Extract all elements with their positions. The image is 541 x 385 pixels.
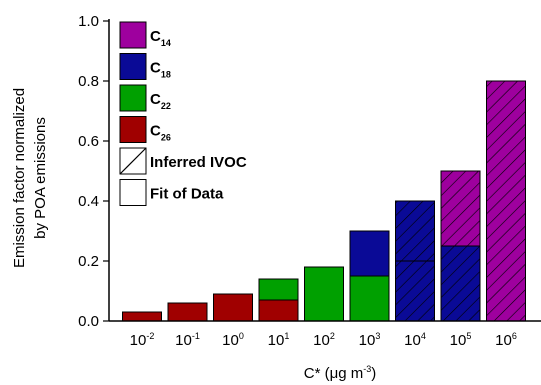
y-tick-label-3: 0.6 — [78, 133, 99, 150]
legend-empty-swatch — [119, 179, 147, 206]
bar-c22-4 — [304, 266, 344, 322]
x-tick-label-1: 10-1 — [175, 331, 200, 349]
legend-label-1: C18 — [150, 60, 171, 80]
y-tick-label-4: 0.8 — [78, 73, 99, 90]
x-tick-label-0: 10-2 — [130, 331, 155, 349]
x-tick-label-4: 102 — [313, 331, 335, 349]
axes-layer — [108, 19, 541, 322]
legend: C14 C18 C22 C26 Inferred IVOC Fit of Data — [119, 21, 247, 206]
x-axis-title-prefix: C* (μg m — [304, 365, 363, 382]
ticks-layer: 0.0 0.2 0.4 0.6 0.8 1.0 10-2 10-1 100 101 102 103 10… — [78, 13, 517, 349]
y-tick-label-5: 1.0 — [78, 13, 99, 30]
y-axis-title-line2: by POA emissions — [32, 117, 49, 239]
bar-c26-3 — [258, 299, 299, 322]
x-tick-label-7: 105 — [450, 331, 472, 349]
bar-c26-2 — [213, 293, 253, 322]
bar-hatch-c14-7 — [440, 170, 481, 247]
legend-swatch-c18 — [119, 53, 147, 80]
x-tick-label-2: 100 — [222, 331, 244, 349]
x-axis-title-suffix: ) — [371, 365, 376, 382]
y-tick-label-1: 0.2 — [78, 253, 99, 270]
legend-label-2: C22 — [150, 91, 171, 111]
x-axis-title: C* (μg m-3) — [304, 364, 377, 382]
legend-label-0: C14 — [150, 28, 171, 48]
bar-c22-3 — [258, 278, 299, 301]
y-axis-title: Emission factor normalized by POA emissi… — [11, 88, 49, 268]
legend-swatch-c14 — [119, 21, 147, 49]
bar-c22-5 — [349, 275, 390, 322]
legend-swatch-c22 — [119, 84, 147, 112]
x-tick-label-8: 106 — [495, 331, 517, 349]
legend-label-5: Fit of Data — [150, 186, 224, 203]
bar-hatch-c14-8 — [486, 80, 526, 322]
y-tick-label-2: 0.4 — [78, 193, 99, 210]
bars-layer — [122, 80, 526, 322]
bar-c18-5 — [349, 230, 390, 277]
x-tick-label-6: 104 — [404, 331, 426, 349]
legend-label-3: C26 — [150, 123, 171, 143]
bar-c26-0 — [122, 311, 162, 322]
x-tick-label-5: 103 — [359, 331, 381, 349]
x-tick-label-3: 101 — [268, 331, 290, 349]
y-tick-label-0: 0.0 — [78, 313, 99, 330]
bar-c26-1 — [167, 302, 208, 322]
legend-label-4: Inferred IVOC — [150, 154, 247, 171]
x-axis-title-exponent: -3 — [363, 364, 371, 374]
bar-hatch-c18-7 — [440, 245, 481, 322]
y-axis-title-line1: Emission factor normalized — [11, 88, 28, 268]
legend-swatch-c26 — [119, 116, 147, 143]
legend-hatch-stroke — [119, 147, 147, 175]
